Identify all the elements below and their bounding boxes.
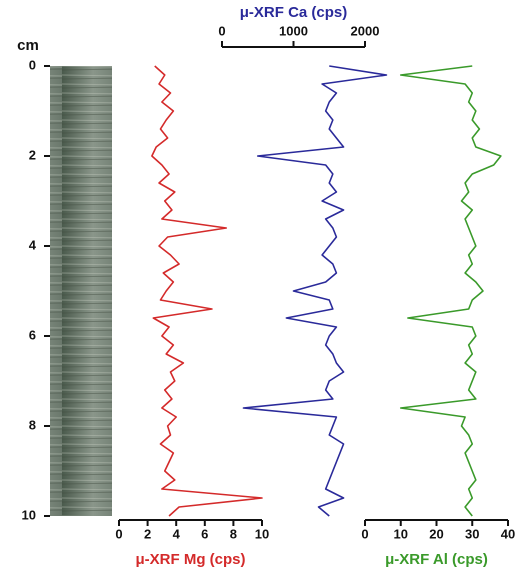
x-tick-label: 20 xyxy=(429,526,443,541)
x-tick-label: 40 xyxy=(501,526,515,541)
x-axis-title: μ-XRF Al (cps) xyxy=(385,551,488,568)
y-tick-label: 0 xyxy=(29,57,36,72)
x-tick-label: 0 xyxy=(218,23,225,38)
x-tick-label: 2 xyxy=(144,526,151,541)
x-axis-title: μ-XRF Mg (cps) xyxy=(135,551,245,568)
series-line xyxy=(399,65,502,517)
y-tick-label: 8 xyxy=(29,417,36,432)
y-tick-label: 2 xyxy=(29,147,36,162)
series-line xyxy=(151,65,263,517)
x-tick-label: 2000 xyxy=(351,23,380,38)
y-tick-label: 4 xyxy=(29,237,37,252)
x-tick-label: 30 xyxy=(465,526,479,541)
x-tick-label: 10 xyxy=(255,526,269,541)
x-tick-label: 0 xyxy=(361,526,368,541)
series-line xyxy=(242,65,388,517)
y-tick-label: 10 xyxy=(22,507,36,522)
y-axis-title: cm xyxy=(17,37,39,54)
x-axis-title: μ-XRF Ca (cps) xyxy=(240,4,348,21)
x-tick-label: 6 xyxy=(201,526,208,541)
x-tick-label: 1000 xyxy=(279,23,308,38)
x-tick-label: 4 xyxy=(173,526,181,541)
x-tick-label: 10 xyxy=(394,526,408,541)
x-tick-label: 0 xyxy=(115,526,122,541)
x-tick-label: 8 xyxy=(230,526,237,541)
core-photo xyxy=(50,66,112,516)
y-tick-label: 6 xyxy=(29,327,36,342)
